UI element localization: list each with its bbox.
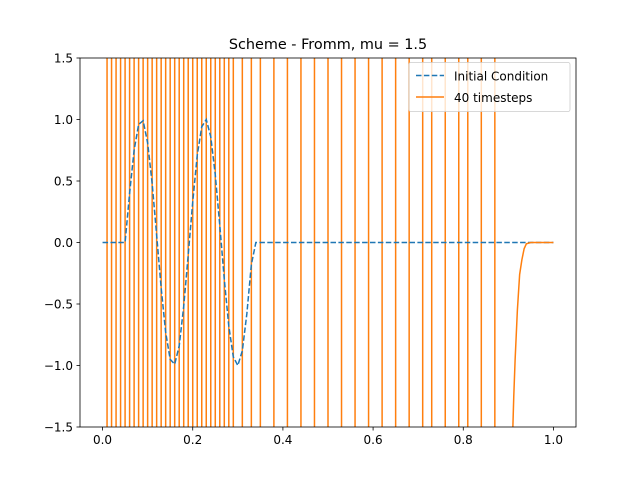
series-initial-condition-line: [102, 117, 554, 368]
legend-box: [408, 62, 571, 112]
axes-ticks: 0.0 0.2 0.4 0.6 0.8 1.0 −1.5 −1.0 −0.5 0.0 0.5 1.0 1…: [44, 51, 563, 447]
y-tick-label: 0.0: [54, 236, 73, 250]
series-40-timesteps-tail: [512, 241, 554, 427]
chart-title: Scheme - Fromm, mu = 1.5: [229, 37, 427, 53]
y-tick-label: −1.0: [44, 359, 73, 373]
plot-content: [102, 58, 554, 427]
y-tick-label: 0.5: [54, 174, 73, 188]
y-tick-label: −0.5: [44, 297, 73, 311]
legend: Initial Condition 40 timesteps: [408, 62, 571, 112]
x-tick-label: 0.4: [273, 433, 292, 447]
x-tick-label: 0.8: [454, 433, 473, 447]
x-tick-label: 0.2: [183, 433, 202, 447]
x-tick-label: 1.0: [544, 433, 563, 447]
x-tick-label: 0.6: [364, 433, 383, 447]
y-tick-label: 1.5: [54, 51, 73, 65]
y-tick-label: −1.5: [44, 420, 73, 434]
legend-label-40-timesteps: 40 timesteps: [454, 91, 532, 105]
legend-label-initial-condition: Initial Condition: [454, 70, 548, 84]
x-tick-label: 0.0: [93, 433, 112, 447]
y-tick-label: 1.0: [54, 113, 73, 127]
